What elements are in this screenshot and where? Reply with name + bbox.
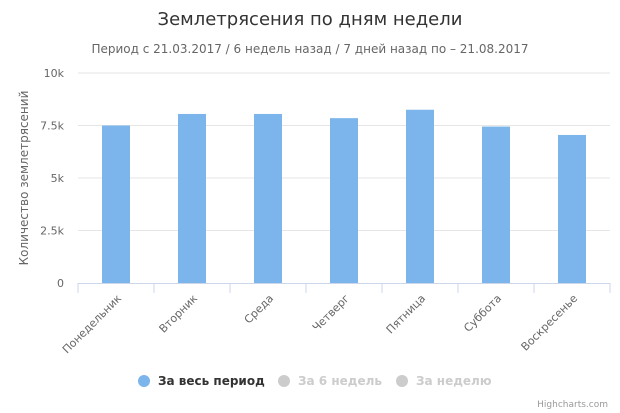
bar[interactable]: [102, 125, 130, 284]
legend-label: За неделю: [416, 374, 492, 388]
legend-label: За 6 недель: [298, 374, 382, 388]
bar[interactable]: [558, 134, 586, 283]
y-axis-ticks: 0 2.5k 5k 7.5k 10k: [40, 67, 64, 290]
bar[interactable]: [330, 118, 358, 284]
bar[interactable]: [254, 113, 282, 283]
y-axis-title: Количество землетрясений: [17, 91, 31, 266]
x-axis: [77, 283, 611, 293]
x-tick-label: Четверг: [310, 292, 352, 334]
credits-link[interactable]: Highcharts.com: [537, 400, 608, 410]
legend-item[interactable]: За неделю: [396, 374, 492, 388]
x-tick-label: Пятница: [384, 292, 428, 336]
bars: [102, 109, 586, 284]
x-tick-label: Воскресенье: [519, 292, 581, 354]
bar[interactable]: [482, 126, 510, 283]
x-tick-label: Среда: [242, 292, 276, 326]
chart-title: Землетрясения по дням недели: [158, 9, 463, 30]
x-tick-label: Суббота: [461, 292, 504, 335]
x-tick-label: Вторник: [157, 292, 201, 336]
y-tick-label: 2.5k: [40, 225, 64, 238]
legend-item[interactable]: За весь период: [138, 374, 265, 388]
legend: За весь период За 6 недель За неделю: [138, 374, 492, 388]
legend-symbol: [278, 375, 290, 387]
y-tick-label: 10k: [44, 67, 65, 80]
x-axis-labels: Понедельник Вторник Среда Четверг Пятница Суб…: [60, 292, 580, 356]
y-tick-label: 7.5k: [40, 120, 64, 133]
chart-subtitle: Период с 21.03.2017 / 6 недель назад / 7…: [91, 42, 528, 56]
bar[interactable]: [178, 113, 206, 283]
y-tick-label: 5k: [51, 172, 65, 185]
bar[interactable]: [406, 109, 434, 283]
legend-label: За весь период: [158, 374, 265, 388]
x-tick-label: Понедельник: [60, 292, 124, 356]
legend-symbol: [396, 375, 408, 387]
legend-symbol: [138, 375, 150, 387]
y-tick-label: 0: [57, 277, 64, 290]
legend-item[interactable]: За 6 недель: [278, 374, 382, 388]
